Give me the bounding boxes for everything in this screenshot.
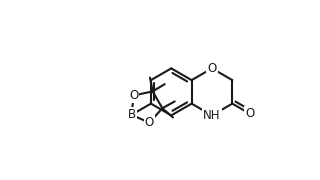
Text: O: O [245, 107, 254, 120]
Text: O: O [207, 62, 217, 75]
Text: B: B [128, 108, 136, 121]
Text: O: O [145, 116, 154, 129]
Text: NH: NH [203, 109, 221, 122]
Text: O: O [129, 89, 138, 102]
